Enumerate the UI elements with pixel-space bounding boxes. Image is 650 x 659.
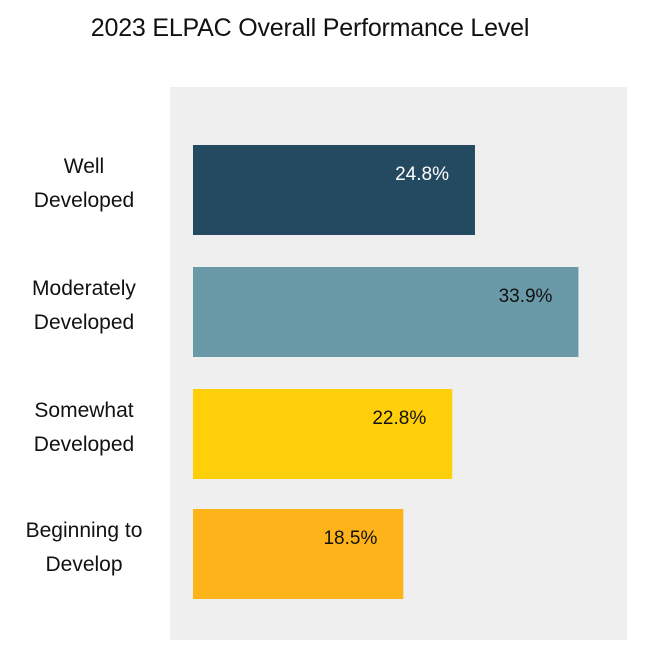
bar-3 — [193, 509, 404, 599]
category-label-3: Beginning to Develop — [26, 519, 143, 576]
bar-value-label-3: 18.5% — [323, 528, 377, 549]
category-label-0: Well Developed — [34, 155, 134, 212]
bar-0 — [193, 145, 475, 235]
bar-value-label-0: 24.8% — [395, 164, 449, 185]
bar-1 — [193, 267, 579, 357]
chart-title: 2023 ELPAC Overall Performance Level — [90, 14, 530, 42]
bar-value-label-1: 33.9% — [499, 286, 553, 307]
bar-2 — [193, 389, 453, 479]
category-label-2: Somewhat Developed — [34, 399, 134, 456]
bar-value-label-2: 22.8% — [372, 408, 426, 429]
category-label-1: Moderately Developed — [32, 277, 136, 334]
